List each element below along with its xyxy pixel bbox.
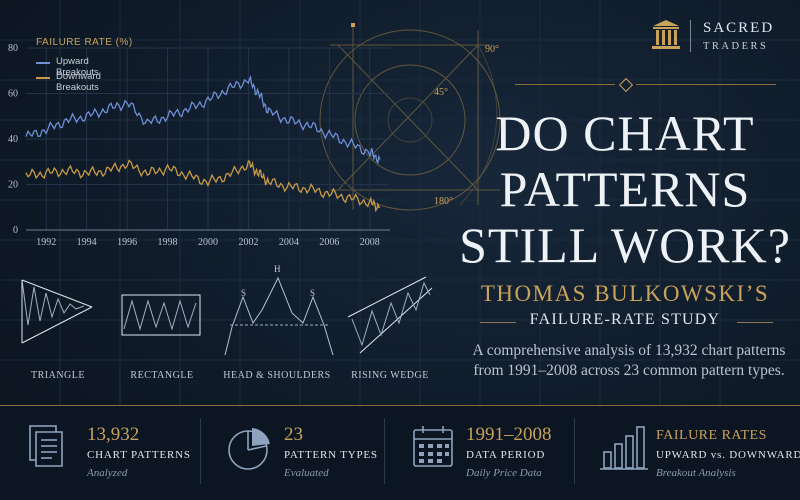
series-line-upward bbox=[25, 75, 381, 164]
x-tick-label: 2000 bbox=[198, 237, 218, 248]
angle-45-label: 45° bbox=[434, 87, 448, 98]
x-tick-label: 2004 bbox=[279, 237, 299, 248]
stat-value: FAILURE RATES bbox=[656, 428, 767, 443]
stat-sublabel: Analyzed bbox=[87, 467, 128, 479]
headline-line-2: PATTERNS bbox=[499, 161, 751, 217]
angle-90-label: 90° bbox=[485, 44, 499, 55]
x-tick-label: 2006 bbox=[319, 237, 339, 248]
y-tick-label: 80 bbox=[8, 43, 18, 54]
stat-value: 1991–2008 bbox=[466, 424, 552, 445]
stat-label: DATA PERIOD bbox=[466, 449, 546, 461]
pattern-label-head-shoulders: HEAD & SHOULDERS bbox=[223, 370, 331, 381]
brand-line-1: SACRED bbox=[703, 20, 775, 36]
failure-rate-chart: 0 20 40 60 80 1992 1994 1996 1998 2000 2002 2004 20… bbox=[8, 43, 390, 248]
document-icon bbox=[29, 425, 63, 467]
stat-sublabel: Evaluated bbox=[284, 467, 329, 479]
study-label: FAILURE-RATE STUDY bbox=[529, 311, 721, 328]
x-tick-label: 1994 bbox=[77, 237, 97, 248]
stat-divider bbox=[384, 418, 385, 484]
bar-chart-icon bbox=[600, 426, 648, 470]
x-tick-label: 1996 bbox=[117, 237, 137, 248]
geometry-overlay bbox=[319, 23, 501, 211]
stat-sublabel: Breakout Analysis bbox=[656, 467, 736, 479]
headline-line-3: STILL WORK? bbox=[459, 217, 791, 273]
stat-failure-rates: FAILURE RATES UPWARD vs. DOWNWARD Breako… bbox=[576, 406, 800, 500]
brand-divider bbox=[690, 20, 691, 52]
brand-name: SACRED TRADERS bbox=[703, 20, 795, 55]
stat-divider bbox=[574, 418, 575, 484]
series-line-downward bbox=[25, 159, 381, 213]
head-mark: H bbox=[274, 264, 281, 274]
legend-swatch-downward bbox=[36, 77, 50, 79]
study-rule-left bbox=[480, 322, 516, 323]
x-tick-label: 1992 bbox=[36, 237, 56, 248]
study-rule-right bbox=[737, 322, 773, 323]
pie-chart-icon bbox=[228, 428, 270, 470]
description: A comprehensive analysis of 13,932 chart… bbox=[472, 342, 786, 379]
stat-value: 13,932 bbox=[87, 424, 140, 445]
stat-label: UPWARD vs. DOWNWARD bbox=[656, 449, 800, 461]
ornament-rule-left bbox=[515, 84, 615, 85]
pattern-label-triangle: TRIANGLE bbox=[31, 370, 85, 381]
stat-label: CHART PATTERNS bbox=[87, 449, 191, 461]
angle-180-label: 180° bbox=[434, 196, 453, 207]
pattern-label-rising-wedge: RISING WEDGE bbox=[351, 370, 429, 381]
y-tick-label: 40 bbox=[8, 134, 18, 145]
head-and-shoulders-pattern bbox=[224, 276, 334, 356]
x-tick-label: 2002 bbox=[238, 237, 258, 248]
rectangle-pattern bbox=[121, 294, 201, 336]
y-tick-label: 20 bbox=[8, 180, 18, 191]
shoulder-left-mark: S bbox=[241, 288, 247, 298]
rising-wedge-pattern bbox=[347, 276, 433, 354]
pattern-sketches bbox=[21, 276, 433, 356]
stat-value: 23 bbox=[284, 424, 303, 445]
stats-bar: 13,932 CHART PATTERNS Analyzed 23 PATTER… bbox=[0, 405, 800, 500]
triangle-pattern bbox=[21, 279, 93, 344]
x-tick-label: 1998 bbox=[158, 237, 178, 248]
brand-line-2: TRADERS bbox=[703, 41, 769, 52]
y-tick-label: 60 bbox=[8, 89, 18, 100]
stat-data-period: 1991–2008 DATA PERIOD Daily Price Data bbox=[386, 406, 572, 500]
y-tick-label: 0 bbox=[13, 225, 18, 236]
legend-swatch-upward bbox=[36, 62, 50, 64]
headline-line-1: DO CHART bbox=[495, 105, 755, 161]
stat-sublabel: Daily Price Data bbox=[466, 467, 542, 479]
pattern-label-rectangle: RECTANGLE bbox=[130, 370, 194, 381]
chart-title: FAILURE RATE (%) bbox=[36, 37, 133, 48]
shoulder-right-mark: S bbox=[310, 288, 316, 298]
stat-label: PATTERN TYPES bbox=[284, 449, 378, 461]
headline: DO CHART PATTERNS STILL WORK? bbox=[455, 105, 795, 273]
stat-chart-patterns: 13,932 CHART PATTERNS Analyzed bbox=[0, 406, 200, 500]
stat-divider bbox=[200, 418, 201, 484]
ornament-rule-right bbox=[636, 84, 776, 85]
author-subtitle: THOMAS BULKOWSKI’S bbox=[480, 281, 770, 306]
stat-pattern-types: 23 PATTERN TYPES Evaluated bbox=[202, 406, 382, 500]
column-logo-icon bbox=[652, 20, 680, 49]
legend-label-downward: Downward Breakouts bbox=[56, 71, 101, 93]
calendar-icon bbox=[413, 426, 453, 467]
x-tick-label: 2008 bbox=[360, 237, 380, 248]
legend-label-upward: Upward Breakouts bbox=[56, 56, 99, 78]
